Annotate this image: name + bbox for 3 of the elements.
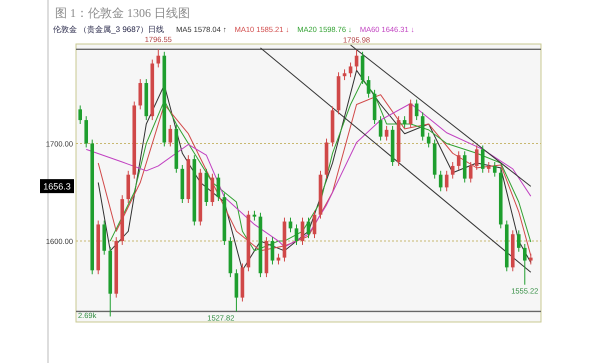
chart-subtitle: 伦敦金 （贵金属_3 9687）日线 [53,25,164,34]
annotation: 1656.3 [43,182,71,192]
chart-title: 图 1：伦敦金 1306 日线图 [55,6,190,20]
